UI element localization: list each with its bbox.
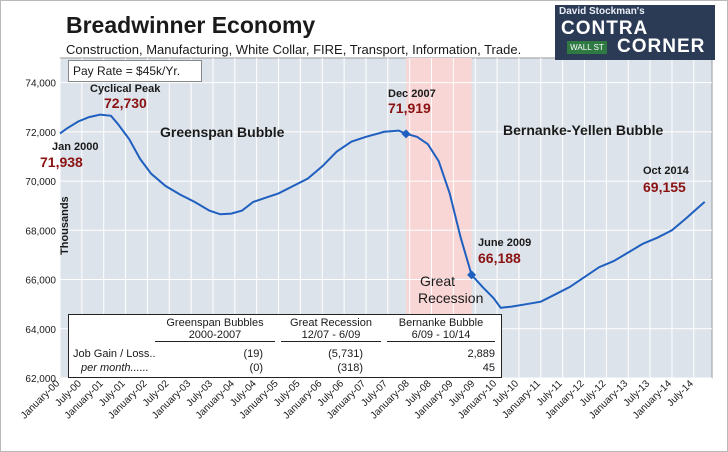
y-tick-label: 62,000 [25,374,56,385]
annotation-jan2000-label: Jan 2000 [52,141,98,153]
table-header-recession: Great Recession 12/07 - 6/09 [281,317,381,342]
series-marker [401,129,411,139]
series-markers [401,129,477,280]
y-tick-label: 68,000 [25,226,56,237]
table-cell-month-greenspan: (0) [249,362,263,374]
series-marker [467,270,477,280]
annotation-dec2007-value: 71,919 [388,100,431,116]
table-cell-month-recession: (318) [337,362,363,374]
recession-label-line2: Recession [418,290,483,306]
table-row-label-gain: Job Gain / Loss.. [73,348,156,360]
y-tick-label: 74,000 [25,79,56,90]
table-cell-month-bernanke: 45 [482,362,495,374]
pay-rate-box: Pay Rate = $45k/Yr. [68,60,202,82]
summary-table: Greenspan Bubbles 2000-2007 Great Recessi… [68,314,502,378]
y-tick-label: 64,000 [25,325,56,336]
y-tick-label: 72,000 [25,128,56,139]
table-header-bernanke: Bernanke Bubble 6/09 - 10/14 [387,317,495,342]
y-tick-label: 66,000 [25,276,56,287]
annotation-jun2009-value: 66,188 [478,250,521,266]
annotation-jan2000-value: 71,938 [40,154,83,170]
table-cell-gain-greenspan: (19) [243,348,263,360]
y-tick-labels: 62,000 64,000 66,000 68,000 70,000 72,000 74,0… [25,79,56,385]
chart-subtitle: Construction, Manufacturing, White Colla… [66,42,522,57]
series-line [59,113,706,309]
chart-title: Breadwinner Economy [66,12,316,38]
table-row-label-month: per month...... [81,362,149,374]
region-label-bernanke: Bernanke-Yellen Bubble [503,122,663,138]
table-cell-gain-bernanke: 2,889 [467,348,495,360]
logo-byline: David Stockman's [559,6,645,17]
region-label-greenspan: Greenspan Bubble [160,124,285,140]
logo-street-sign: WALL ST [567,41,607,54]
annotation-jun2009-label: June 2009 [478,237,531,249]
y-tick-label: 70,000 [25,177,56,188]
y-axis-label: Thousands [59,196,71,255]
logo-line1: CONTRA [561,18,649,39]
x-tick-labels: January-00July-00January-01July-01Januar… [19,378,696,421]
annotation-oct2014-value: 69,155 [643,179,686,195]
recession-label-line1: Great [420,273,455,289]
annotation-dec2007-label: Dec 2007 [388,88,436,100]
logo-line2: CORNER [617,36,706,57]
pay-rate-text: Pay Rate = $45k/Yr. [73,64,181,78]
annotation-peak-label: Cyclical Peak [90,83,161,95]
annotation-peak-value: 72,730 [104,95,147,111]
table-cell-gain-recession: (5,731) [328,348,363,360]
table-header-greenspan: Greenspan Bubbles 2000-2007 [155,317,275,342]
annotation-oct2014-label: Oct 2014 [643,165,690,177]
contra-corner-logo: David Stockman's CONTRA WALL ST CORNER [555,5,715,60]
